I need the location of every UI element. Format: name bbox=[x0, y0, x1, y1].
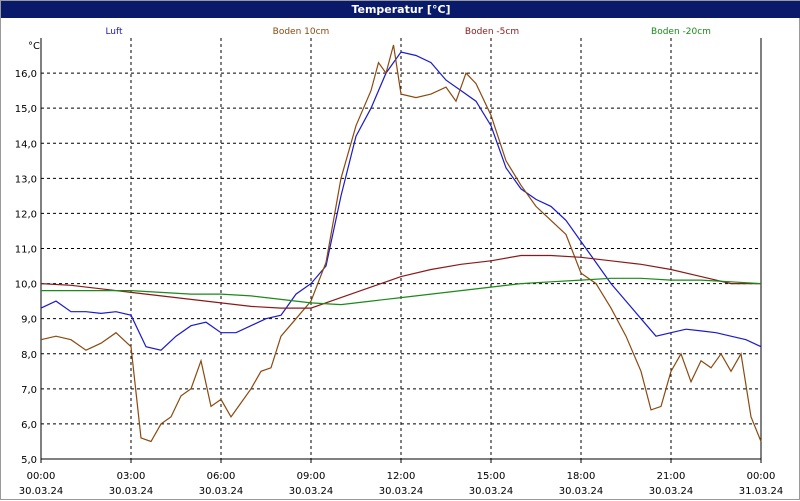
y-tick-label: 15,0 bbox=[15, 104, 37, 115]
chart-title: Temperatur [°C] bbox=[1, 1, 800, 18]
x-tick-date: 30.03.24 bbox=[199, 486, 244, 497]
axes: 5,0 6,0 7,0 8,0 9,0 10,0 11,0 12,0 13,0 14,0 15,0 1… bbox=[15, 38, 784, 497]
y-tick-label: 7,0 bbox=[21, 385, 37, 396]
x-tick-date: 30.03.24 bbox=[559, 486, 604, 497]
legend-entry-3: Boden -5cm bbox=[465, 27, 519, 37]
x-tick-date: 30.03.24 bbox=[289, 486, 334, 497]
x-tick-date: 30.03.24 bbox=[379, 486, 424, 497]
series-line-2 bbox=[40, 44, 762, 443]
y-tick-label: 16,0 bbox=[15, 69, 37, 80]
y-tick-label: 11,0 bbox=[15, 245, 37, 256]
x-tick-time: 00:00 bbox=[747, 471, 776, 482]
y-tick-label: 14,0 bbox=[15, 139, 37, 150]
y-axis-unit: °C bbox=[28, 41, 40, 52]
series-line-4 bbox=[41, 277, 762, 306]
x-tick-time: 18:00 bbox=[567, 471, 596, 482]
y-tick-label: 10,0 bbox=[15, 280, 37, 291]
y-tick-label: 6,0 bbox=[21, 420, 37, 431]
grid bbox=[41, 38, 761, 460]
x-tick-date: 30.03.24 bbox=[469, 486, 514, 497]
y-tick-label: 5,0 bbox=[21, 455, 37, 466]
x-tick-date: 30.03.24 bbox=[649, 486, 694, 497]
x-tick-date: 30.03.24 bbox=[109, 486, 154, 497]
y-tick-label: 8,0 bbox=[21, 350, 37, 361]
series-lines bbox=[40, 44, 762, 443]
legend-entry-4: Boden -20cm bbox=[651, 27, 711, 37]
x-tick-time: 09:00 bbox=[297, 471, 326, 482]
x-tick-time: 06:00 bbox=[207, 471, 236, 482]
series-line-3 bbox=[40, 254, 761, 309]
legend-entry-1: Luft bbox=[105, 27, 123, 37]
y-tick-label: 13,0 bbox=[15, 174, 37, 185]
y-tick-label: 12,0 bbox=[15, 209, 37, 220]
x-tick-time: 00:00 bbox=[27, 471, 56, 482]
x-tick-date: 31.03.24 bbox=[739, 486, 784, 497]
x-tick-time: 03:00 bbox=[117, 471, 146, 482]
y-tick-label: 9,0 bbox=[21, 315, 37, 326]
x-tick-time: 12:00 bbox=[387, 471, 416, 482]
series-line-1 bbox=[40, 51, 762, 351]
x-tick-time: 21:00 bbox=[657, 471, 686, 482]
x-tick-time: 15:00 bbox=[477, 471, 506, 482]
legend: Luft Boden 10cm Boden -5cm Boden -20cm bbox=[105, 27, 711, 37]
x-tick-date: 30.03.24 bbox=[19, 486, 64, 497]
legend-entry-2: Boden 10cm bbox=[273, 27, 330, 37]
